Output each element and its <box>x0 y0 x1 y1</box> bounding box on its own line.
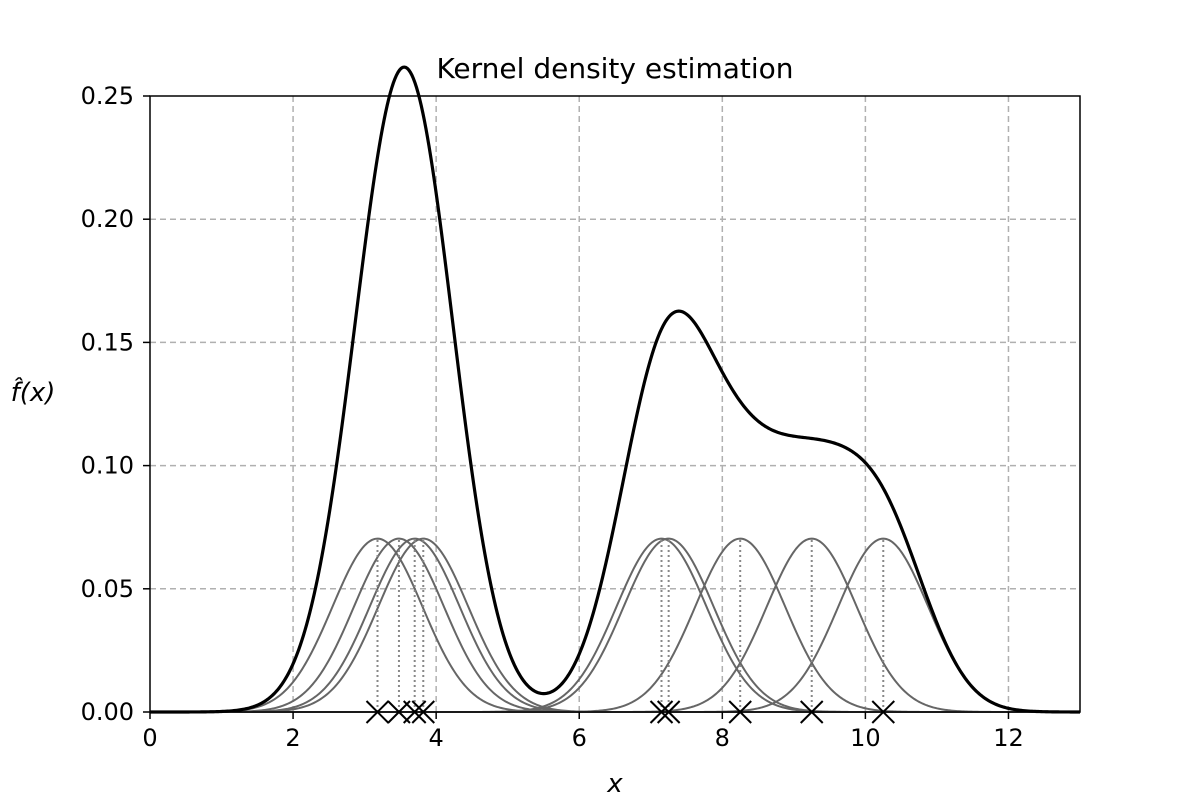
x-tick-label: 0 <box>142 724 157 752</box>
y-tick-label: 0.15 <box>81 328 134 356</box>
x-tick-label: 6 <box>572 724 587 752</box>
axis-ticks: 0 2 4 6 8 10 12 0.00 0.05 0.10 0.15 0.20 0.25 <box>81 82 1024 752</box>
y-tick-label: 0.05 <box>81 575 134 603</box>
sample-stems <box>376 538 885 712</box>
kde-curve-group <box>150 65 1080 714</box>
x-tick-label: 8 <box>715 724 730 752</box>
kernel-curves <box>150 537 1080 713</box>
x-tick-label: 2 <box>285 724 300 752</box>
x-tick-label: 4 <box>429 724 444 752</box>
x-tick-label: 10 <box>850 724 881 752</box>
x-tick-label: 12 <box>993 724 1024 752</box>
y-tick-label: 0.20 <box>81 205 134 233</box>
x-axis-label: x <box>606 769 623 799</box>
kde-curve <box>150 65 1080 714</box>
y-axis-label: f̂(x) <box>11 376 56 408</box>
grid <box>150 96 1080 712</box>
y-tick-label: 0.00 <box>81 698 134 726</box>
y-tick-label: 0.25 <box>81 82 134 110</box>
y-tick-label: 0.10 <box>81 452 134 480</box>
plot-frame <box>149 95 1081 713</box>
chart-title: Kernel density estimation <box>436 52 793 85</box>
